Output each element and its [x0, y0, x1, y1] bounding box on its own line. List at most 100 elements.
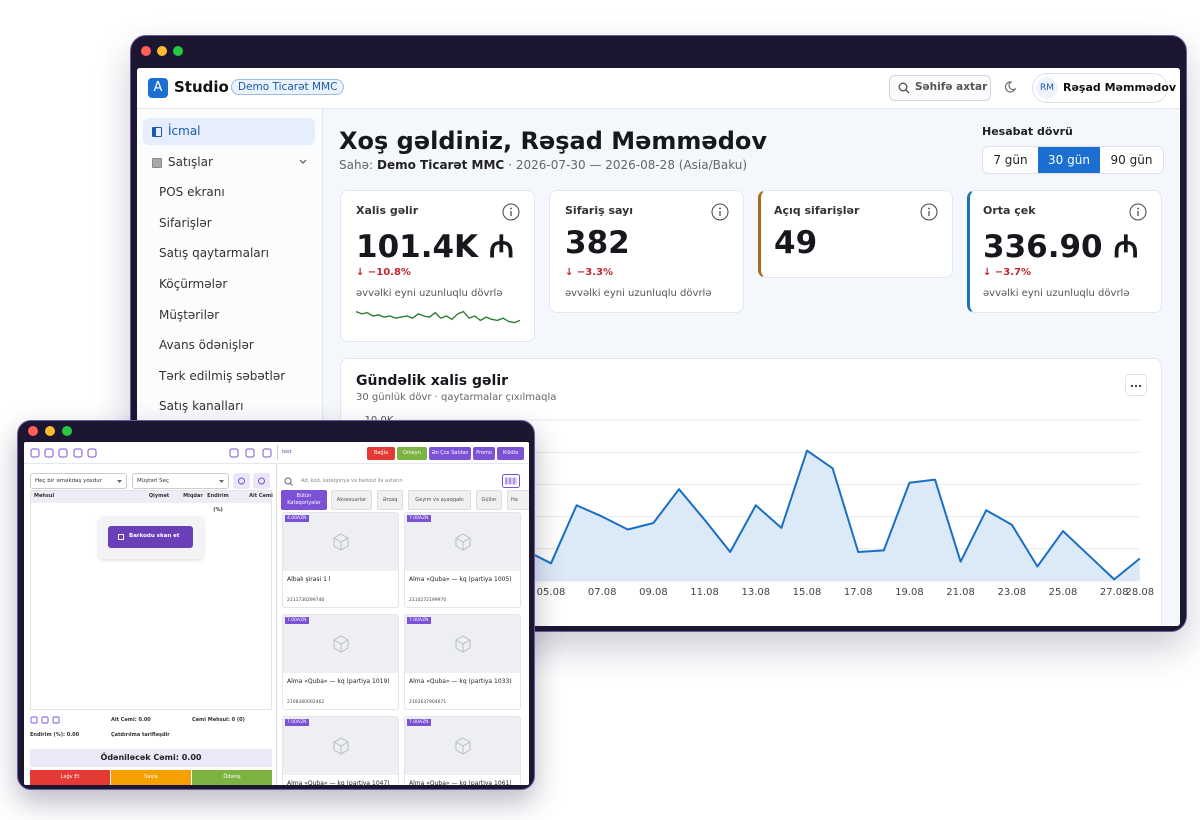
kpi-change: ↓ −3.3% [565, 267, 613, 278]
info-ring [920, 203, 938, 221]
site-label: Sahə: [339, 158, 374, 172]
user-name: Rəşad Məmmədov [1063, 81, 1176, 94]
search-button[interactable]: Səhifə axtar [889, 75, 991, 101]
product-name: Alma «Quba» — kq (partiya 1061) [409, 780, 512, 785]
pos-screen: test Bağla Onlayn Ən Çox Satılan Promo Kilidl… [24, 442, 529, 785]
more-button[interactable] [1125, 374, 1147, 396]
toolbar-icon [229, 448, 239, 458]
column-header: Qiymət [148, 493, 170, 499]
action-button[interactable]: Onlayn [397, 447, 427, 460]
sidebar-item[interactable]: Müştərilər [143, 302, 315, 329]
column-header: Miqdar [183, 493, 203, 499]
category-tab[interactable]: Ha [507, 490, 529, 510]
sidebar-label: Satış kanalları [159, 399, 244, 414]
info-dot [719, 207, 721, 210]
delivery[interactable]: Çatdırılma tarifləşdir [111, 732, 170, 738]
kpi-card: Açıq sifarişlər 49 [758, 190, 953, 278]
cart-action-button[interactable]: Ləğv Et [30, 770, 110, 785]
toolbar-divider [277, 445, 278, 460]
x-tick-label: 28.08 [1125, 587, 1154, 598]
sidebar-item[interactable]: Tərk edilmiş səbətlər [143, 363, 315, 390]
kpi-note: əvvəlki eyni uzunluqlu dövrlə [356, 288, 503, 299]
x-tick-label: 15.08 [793, 587, 822, 598]
x-tick-label: 23.08 [997, 587, 1026, 598]
x-tick-label: 13.08 [741, 587, 770, 598]
info-ring [502, 203, 520, 221]
sidebar-item[interactable]: Avans ödənişlər [143, 332, 315, 359]
window-dot [62, 426, 72, 436]
items-total: Cəmi Məhsul: 0 (0) [192, 717, 245, 723]
chart-title: Gündəlik xalis gəlir [356, 373, 509, 389]
kpi-value: 382 [565, 225, 630, 261]
action-button[interactable]: Promo [473, 447, 495, 460]
category-tab[interactable]: Geyim və ayaqqabı [408, 490, 471, 510]
toolbar-icon-shape [229, 448, 239, 458]
cart-icon-button[interactable] [233, 473, 250, 489]
period-label: Hesabat dövrü [982, 125, 1073, 138]
product-card[interactable]: 7.00AZN Alma «Quba» — kq (partiya 1047) [282, 716, 399, 785]
cart-footer-icon [41, 716, 49, 724]
sidebar-item[interactable]: Satış kanalları [143, 393, 315, 420]
user-menu[interactable]: RM Rəşad Məmmədov [1032, 73, 1176, 103]
customer-select[interactable]: Müştəri Seç [132, 473, 229, 489]
kpi-title: Açıq sifarişlər [774, 204, 860, 217]
cart-icon-button[interactable] [253, 473, 270, 489]
search-icon [284, 477, 293, 486]
price-tag: 7.00AZN [285, 617, 309, 624]
x-tick-label: 21.08 [946, 587, 975, 598]
product-placeholder-icon [333, 533, 349, 551]
action-button[interactable]: Bağla [367, 447, 395, 460]
category-tab[interactable]: Ərzaq [377, 490, 403, 510]
product-card[interactable]: 7.00AZN Alma «Quba» — kq (partiya 1061) [404, 716, 521, 785]
toolbar-icon-shape [58, 448, 68, 458]
chevron [299, 159, 307, 164]
product-card[interactable]: 7.00AZN Alma «Quba» — kq (partiya 1005) 21… [404, 512, 521, 608]
product-placeholder-icon [455, 737, 471, 755]
sidebar-item[interactable]: İcmal [143, 118, 315, 145]
scan-icon [118, 534, 124, 540]
sidebar-item[interactable]: POS ekranı [143, 179, 315, 206]
action-button[interactable]: Kilidlə [497, 447, 524, 460]
sidebar-item[interactable]: Satışlar [143, 149, 315, 176]
sidebar-item[interactable]: Sifarişlər [143, 210, 315, 237]
toolbar-icon-shape [87, 448, 97, 458]
theme-toggle [1004, 81, 1016, 93]
cart-panel: Heç bir əməkdaş yoxdur Müştəri Seç Məhsul Q… [24, 464, 277, 785]
product-card[interactable]: 4.00AZN Albalı şirəsi 1 l 2111730299746 [282, 512, 399, 608]
kpi-change: ↓ −3.7% [983, 267, 1031, 278]
category-tab[interactable]: Bütün Kateqoriyalar [281, 490, 327, 510]
employee-select[interactable]: Heç bir əməkdaş yoxdur [30, 473, 127, 489]
period-option[interactable]: 90 gün [1110, 153, 1153, 167]
kpi-title: Orta çek [983, 204, 1036, 217]
sidebar-item[interactable]: Köçürmələr [143, 271, 315, 298]
kpi-note: əvvəlki eyni uzunluqlu dövrlə [565, 288, 712, 299]
sidebar-label: Müştərilər [159, 307, 220, 322]
box-icon [333, 635, 349, 653]
category-tab[interactable]: Aksesuarlar [331, 490, 372, 510]
search-placeholder: Ad, kod, kateqoriya və barkod ilə axtarı… [301, 478, 403, 484]
scan-icon-shape [118, 534, 124, 540]
category-tab[interactable]: Güllər [476, 490, 502, 510]
search-icon-handle [905, 89, 910, 94]
period-option[interactable]: 30 gün [1038, 147, 1100, 173]
sidebar-item[interactable]: Satış qaytarmaları [143, 240, 315, 267]
product-card[interactable]: 7.00AZN Alma «Quba» — kq (partiya 1019) 21… [282, 614, 399, 710]
product-placeholder-icon [455, 533, 471, 551]
kpi-card: Orta çek 336.90 ₼ ↓ −3.7% əvvəlki eyni uzun… [967, 190, 1162, 313]
sparkline-line [355, 310, 521, 324]
action-button[interactable]: Ən Çox Satılan [429, 447, 471, 460]
period-option[interactable]: 7 gün [993, 153, 1028, 167]
product-search[interactable]: Ad, kod, kateqoriya və barkod ilə axtarı… [281, 474, 499, 489]
scan-button[interactable]: Barkodu skan et [108, 526, 193, 548]
info-dot [510, 207, 512, 210]
kpi-value: 101.4K ₼ [356, 229, 514, 265]
cart-table-header [31, 491, 271, 503]
cart-action-button[interactable]: Saxla [111, 770, 191, 785]
cart-footer-icon [30, 716, 38, 724]
toolbar-icon [58, 448, 68, 458]
box-icon [333, 737, 349, 755]
search-icon-ring [898, 82, 908, 92]
cart-action-button[interactable]: Ödəniş [192, 770, 272, 785]
page-heading: Xoş gəldiniz, Rəşad Məmmədov [339, 127, 768, 155]
product-card[interactable]: 7.00AZN Alma «Quba» — kq (partiya 1033) 21… [404, 614, 521, 710]
